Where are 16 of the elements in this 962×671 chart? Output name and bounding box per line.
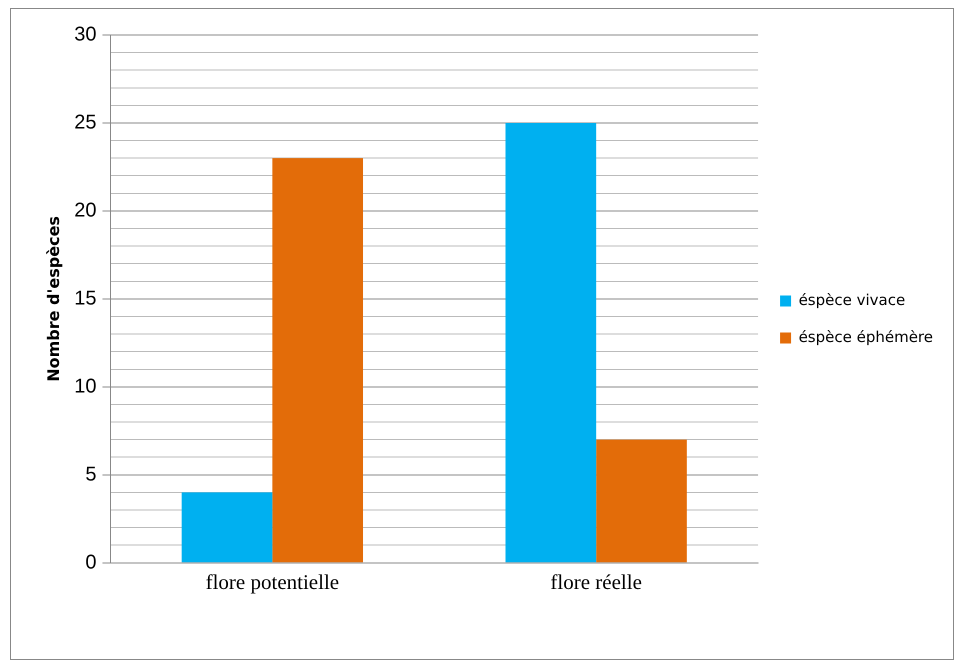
x-tick-label: flore potentielle [206, 570, 340, 594]
bar [596, 440, 687, 562]
y-tick-label: 20 [74, 199, 96, 222]
x-tick-label: flore réelle [550, 570, 642, 594]
y-tick-label: 10 [74, 375, 96, 398]
y-tick-label: 30 [74, 24, 96, 46]
bar [506, 122, 596, 562]
y-tick-label: 5 [85, 463, 96, 486]
y-tick-label: 0 [85, 551, 96, 574]
legend-label: éspèce éphémère [798, 328, 934, 346]
legend-label: éspèce vivace [798, 290, 906, 309]
y-axis-title: Nombre d'espèces [44, 216, 63, 382]
bar [182, 492, 272, 562]
y-tick-label: 15 [74, 287, 96, 310]
bar [272, 158, 364, 562]
y-tick-label: 25 [74, 111, 96, 134]
